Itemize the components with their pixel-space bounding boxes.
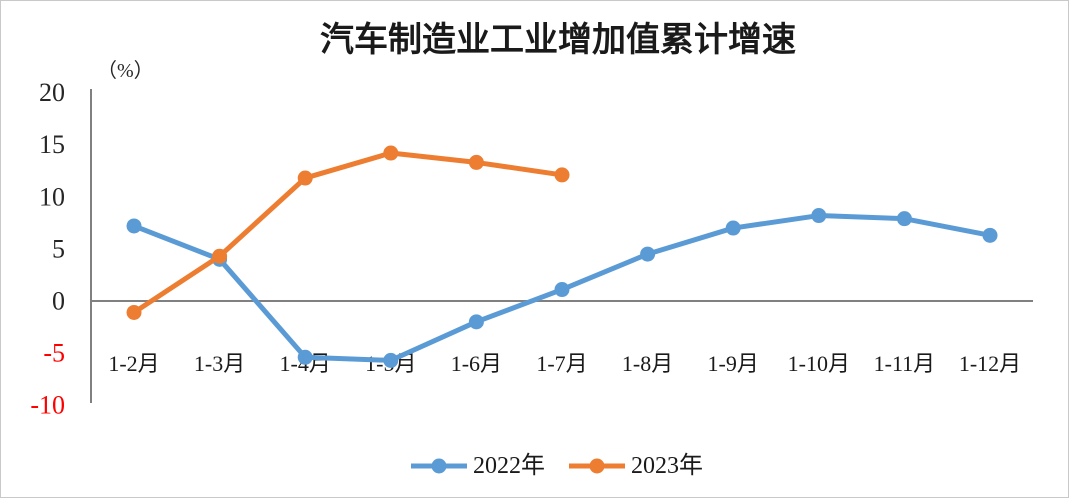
- series-line-1: [131, 150, 565, 315]
- legend: 2022年 2023年: [411, 452, 703, 479]
- legend-label: 2022年: [473, 452, 545, 479]
- y-axis-tick-labels: 20 15 10 5 0 -5 -10: [30, 78, 65, 420]
- x-tick-label: 1-3月: [194, 351, 245, 376]
- data-point: [212, 248, 228, 264]
- data-point: [297, 349, 313, 365]
- legend-item-0: 2022年: [411, 452, 545, 479]
- y-axis-unit-label: （%）: [97, 59, 154, 82]
- series-group: [126, 145, 998, 368]
- data-point: [297, 170, 313, 186]
- y-tick-label: -5: [43, 339, 65, 368]
- data-point: [811, 208, 827, 224]
- data-point: [896, 211, 912, 227]
- x-tick-label: 1-6月: [451, 351, 502, 376]
- data-point: [468, 154, 484, 170]
- x-tick-label: 1-12月: [959, 351, 1021, 376]
- y-tick-label: 10: [39, 182, 65, 211]
- y-tick-label: 15: [39, 130, 65, 159]
- y-tick-label: 0: [52, 287, 65, 316]
- data-point: [383, 352, 399, 368]
- x-tick-label: 1-2月: [108, 351, 159, 376]
- x-axis-tick-labels: 1-2月1-3月1-4月1-5月1-6月1-7月1-8月1-9月1-10月1-1…: [108, 351, 1021, 376]
- x-tick-label: 1-7月: [536, 351, 587, 376]
- data-point: [126, 218, 142, 234]
- legend-marker-icon: [589, 458, 605, 474]
- data-point: [982, 227, 998, 243]
- axes: [90, 89, 1033, 403]
- data-point: [468, 314, 484, 330]
- data-point: [554, 282, 570, 298]
- y-tick-label: -10: [30, 391, 65, 420]
- legend-item-1: 2023年: [569, 452, 703, 479]
- data-point: [554, 167, 570, 183]
- data-point: [383, 145, 399, 161]
- chart-title: 汽车制造业工业增加值累计增速: [320, 21, 796, 59]
- y-tick-label: 5: [52, 234, 65, 263]
- legend-marker-icon: [431, 458, 447, 474]
- x-tick-label: 1-11月: [874, 351, 936, 376]
- x-tick-label: 1-10月: [788, 351, 850, 376]
- legend-label: 2023年: [631, 452, 703, 479]
- x-tick-label: 1-9月: [708, 351, 759, 376]
- y-tick-label: 20: [39, 78, 65, 107]
- data-point: [126, 304, 142, 320]
- x-tick-label: 1-8月: [622, 351, 673, 376]
- data-point: [725, 220, 741, 236]
- data-point: [640, 246, 656, 262]
